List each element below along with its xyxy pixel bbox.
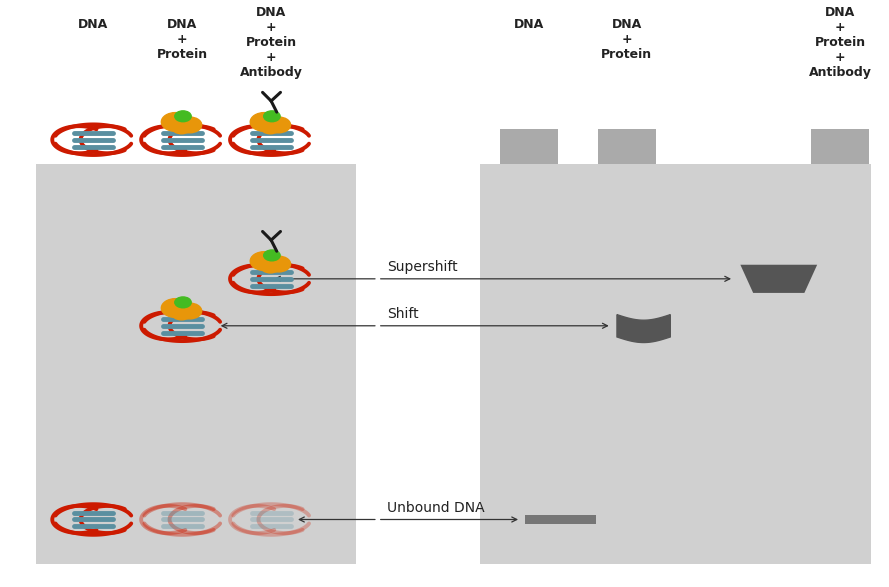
Circle shape [178, 117, 202, 133]
Bar [480, 164, 871, 564]
Text: DNA
+
Protein
+
Antibody: DNA + Protein + Antibody [240, 6, 302, 79]
Text: Shift: Shift [387, 307, 419, 321]
Bar [60, 112, 127, 164]
Bar [597, 129, 656, 164]
Bar [36, 164, 356, 564]
Circle shape [161, 113, 189, 131]
Bar [148, 129, 215, 164]
Circle shape [267, 117, 291, 133]
Circle shape [161, 299, 189, 318]
Bar [500, 129, 558, 164]
Circle shape [178, 303, 202, 319]
Bar [60, 129, 127, 164]
Bar [812, 129, 869, 164]
Circle shape [267, 256, 291, 272]
Bar [238, 129, 304, 164]
Bar [148, 112, 215, 164]
Text: DNA: DNA [78, 18, 108, 31]
Text: DNA: DNA [514, 18, 544, 31]
Polygon shape [617, 315, 670, 342]
Circle shape [172, 121, 191, 134]
Circle shape [260, 121, 280, 134]
Circle shape [250, 113, 278, 131]
Text: DNA
+
Protein: DNA + Protein [601, 18, 653, 60]
Circle shape [172, 307, 191, 320]
Circle shape [250, 252, 278, 271]
Circle shape [260, 260, 280, 273]
Circle shape [264, 250, 280, 261]
PathPatch shape [741, 265, 817, 293]
Text: Supershift: Supershift [387, 260, 457, 274]
Text: DNA
+
Protein
+
Antibody: DNA + Protein + Antibody [809, 6, 871, 79]
Circle shape [175, 111, 191, 122]
Text: DNA
+
Protein: DNA + Protein [156, 18, 208, 60]
Circle shape [264, 111, 280, 122]
Circle shape [175, 297, 191, 308]
Bar [525, 515, 596, 524]
Bar [238, 112, 304, 164]
Text: Unbound DNA: Unbound DNA [387, 501, 485, 515]
